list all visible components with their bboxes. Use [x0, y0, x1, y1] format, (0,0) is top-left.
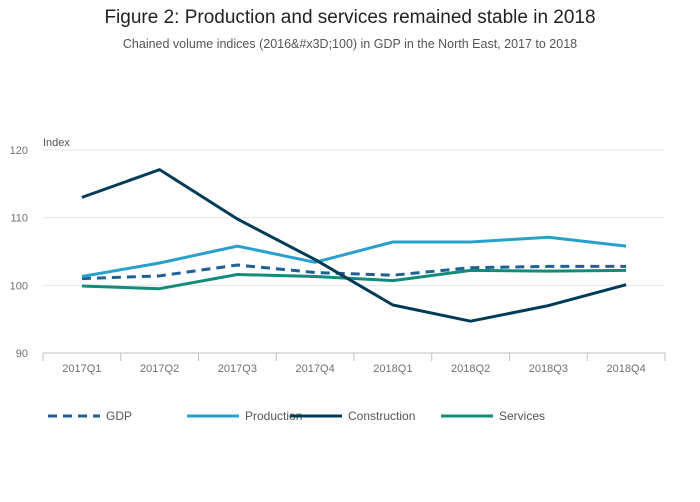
y-tick-label: 120 [10, 145, 28, 157]
x-tick-label: 2018Q1 [373, 363, 412, 375]
gridlines [43, 149, 665, 286]
y-tick-label: 90 [16, 348, 28, 360]
x-axis: 2017Q1 2017Q2 2017Q3 2017Q4 2018Q1 2018Q2 2018… [42, 352, 666, 375]
x-tick-label: 2017Q4 [296, 363, 335, 375]
x-tick-label: 2017Q1 [62, 363, 101, 375]
legend: GDP Production Construction Services [48, 409, 545, 423]
series-line-construction [81, 168, 627, 323]
legend-label: GDP [106, 409, 132, 423]
chart-subtitle: Chained volume indices (2016&#x3D;100) i… [122, 37, 578, 51]
legend-label: Services [499, 409, 545, 423]
y-tick-label: 100 [10, 280, 28, 292]
legend-label: Production [245, 409, 302, 423]
x-tick-label: 2017Q2 [140, 363, 179, 375]
x-tick-label: 2018Q3 [529, 363, 568, 375]
y-tick-label: 110 [10, 213, 28, 225]
y-axis-ticks: 90 100 110 120 [10, 145, 28, 360]
series-line-services [81, 268, 627, 291]
legend-label: Construction [348, 409, 415, 423]
x-tick-label: 2017Q3 [218, 363, 257, 375]
series-lines [81, 168, 627, 323]
series-line-production [81, 235, 627, 278]
x-tick-label: 2018Q4 [607, 363, 646, 375]
chart-title: Figure 2: Production and services remain… [104, 7, 596, 28]
series-line-gdp [81, 263, 627, 281]
x-tick-label: 2018Q2 [451, 363, 490, 375]
y-axis-label: Index [43, 137, 70, 149]
